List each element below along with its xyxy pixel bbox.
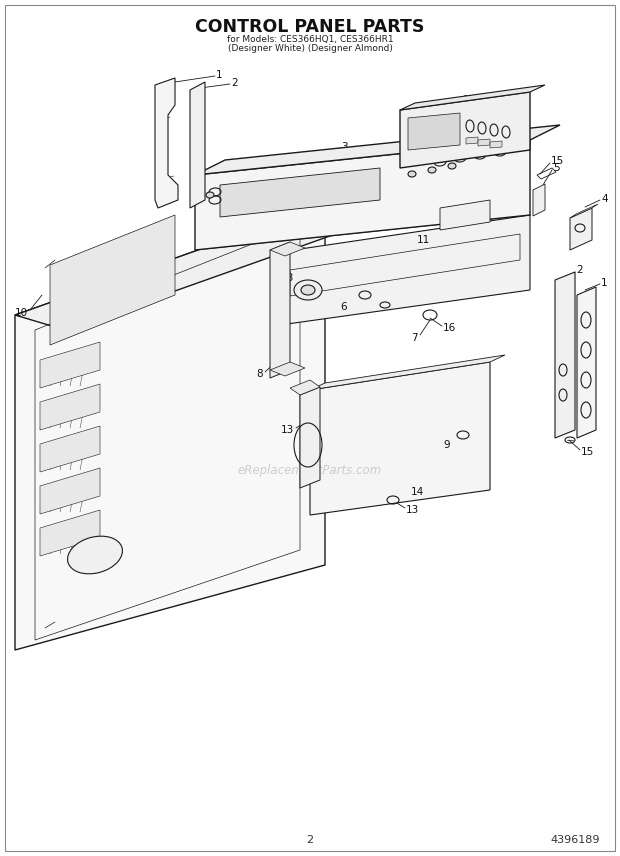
Text: 11: 11 (417, 235, 430, 245)
Ellipse shape (206, 192, 214, 198)
Ellipse shape (68, 536, 122, 574)
Polygon shape (270, 242, 305, 256)
Polygon shape (270, 362, 305, 376)
Polygon shape (310, 355, 505, 390)
Text: 13: 13 (406, 505, 419, 515)
Text: 3: 3 (341, 142, 348, 152)
Text: for Models: CES366HQ1, CES366HR1: for Models: CES366HQ1, CES366HR1 (227, 35, 393, 44)
Polygon shape (400, 92, 530, 168)
Text: 6: 6 (340, 302, 347, 312)
Polygon shape (195, 140, 530, 250)
Text: 2: 2 (306, 835, 314, 845)
Polygon shape (15, 205, 325, 650)
Polygon shape (15, 205, 375, 330)
Text: 1: 1 (216, 70, 223, 80)
Text: 15: 15 (551, 156, 564, 166)
Polygon shape (190, 82, 205, 208)
Text: 5: 5 (553, 163, 560, 173)
Text: 4396189: 4396189 (551, 835, 600, 845)
Text: 14: 14 (411, 487, 424, 497)
Polygon shape (577, 287, 596, 438)
Polygon shape (280, 215, 530, 325)
Text: 7: 7 (412, 333, 418, 343)
Ellipse shape (408, 171, 416, 177)
Polygon shape (290, 380, 320, 395)
Text: 16: 16 (443, 323, 456, 333)
Polygon shape (40, 426, 100, 472)
Text: 12: 12 (463, 95, 476, 105)
Text: 13: 13 (281, 425, 294, 435)
Text: 9: 9 (443, 440, 450, 450)
Text: 2: 2 (231, 78, 237, 88)
Polygon shape (490, 141, 502, 148)
Polygon shape (440, 200, 490, 230)
Text: 2: 2 (576, 265, 583, 275)
Polygon shape (195, 125, 560, 175)
Polygon shape (555, 272, 575, 438)
Ellipse shape (448, 163, 456, 169)
Text: CONTROL PANEL PARTS: CONTROL PANEL PARTS (195, 18, 425, 36)
Text: 8: 8 (257, 369, 263, 379)
Text: 15: 15 (581, 447, 594, 457)
Polygon shape (50, 215, 175, 345)
Text: 10: 10 (15, 308, 28, 318)
Polygon shape (40, 384, 100, 430)
Text: eReplacementParts.com: eReplacementParts.com (238, 463, 382, 477)
Text: (Designer White) (Designer Almond): (Designer White) (Designer Almond) (228, 44, 392, 53)
Polygon shape (570, 204, 598, 218)
Polygon shape (408, 113, 460, 150)
Text: 1: 1 (601, 278, 608, 288)
Polygon shape (533, 184, 545, 216)
Polygon shape (40, 510, 100, 556)
Polygon shape (478, 139, 490, 146)
Polygon shape (310, 362, 490, 515)
Polygon shape (300, 387, 320, 488)
Ellipse shape (428, 167, 436, 173)
Polygon shape (400, 85, 545, 110)
Ellipse shape (301, 285, 315, 295)
Ellipse shape (294, 280, 322, 300)
Polygon shape (220, 168, 380, 217)
Polygon shape (270, 242, 290, 378)
Polygon shape (40, 342, 100, 388)
Text: 18: 18 (281, 273, 294, 283)
Polygon shape (570, 208, 592, 250)
Polygon shape (40, 468, 100, 514)
Polygon shape (155, 78, 178, 208)
Polygon shape (466, 137, 478, 144)
Text: 4: 4 (601, 194, 608, 204)
